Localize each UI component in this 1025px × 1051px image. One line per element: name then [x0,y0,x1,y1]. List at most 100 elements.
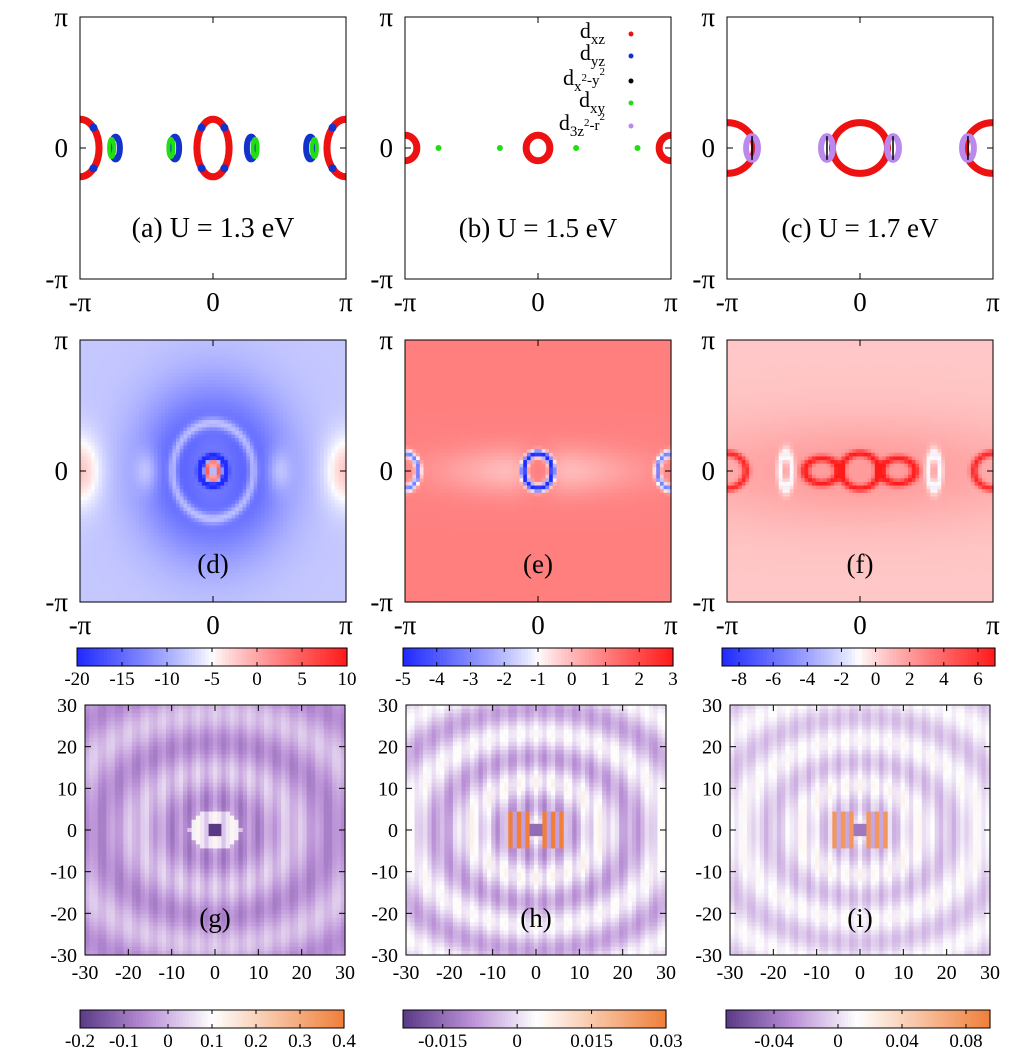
heatmap-cell [217,446,221,450]
heatmap-cell [224,362,228,366]
heatmap-cell [158,373,162,377]
heatmap-cell [302,351,306,355]
heatmap-cell [261,340,265,344]
heatmap-cell [158,391,162,395]
heatmap-cell [287,453,291,457]
heatmap-cell [110,540,114,544]
heatmap-cell [161,511,165,515]
heatmap-cell [316,362,320,366]
heatmap-cell [339,562,343,566]
heatmap-cell [228,511,232,515]
heatmap-cell [191,526,195,530]
heatmap-cell [165,555,169,559]
heatmap-cell [294,493,298,497]
heatmap-cell [187,398,191,402]
heatmap-cell [331,496,335,500]
heatmap-cell [261,347,265,351]
heatmap-cell [316,442,320,446]
heatmap-cell [272,526,276,530]
heatmap-cell [224,344,228,348]
heatmap-cell [172,562,176,566]
heatmap-cell [272,362,276,366]
heatmap-cell [239,478,243,482]
heatmap-cell [124,580,128,584]
heatmap-cell [339,580,343,584]
heatmap-cell [276,467,280,471]
heatmap-cell [280,384,284,388]
heatmap-cell [95,562,99,566]
heatmap-cell [302,537,306,541]
heatmap-cell [102,464,106,468]
heatmap-cell [110,489,114,493]
heatmap-cell [87,504,91,508]
heatmap-cell [183,515,187,519]
heatmap-cell [106,416,110,420]
heatmap-cell [220,365,224,369]
heatmap-cell [328,446,332,450]
heatmap-cell [128,529,132,533]
heatmap-cell [124,482,128,486]
heatmap-cell [154,435,158,439]
heatmap-cell [339,369,343,373]
heatmap-cell [246,384,250,388]
heatmap-cell [124,438,128,442]
heatmap-cell [316,482,320,486]
panel-c-plot [699,123,1020,174]
heatmap-cell [150,584,154,588]
heatmap-cell [165,424,169,428]
heatmap-cell [110,391,114,395]
heatmap-cell [191,365,195,369]
heatmap-cell [217,507,221,511]
heatmap-cell [150,406,154,410]
heatmap-cell [239,522,243,526]
heatmap-cell [139,584,143,588]
heatmap-cell [121,362,125,366]
heatmap-cell [87,376,91,380]
heatmap-cell [231,569,235,573]
heatmap-cell [117,351,121,355]
heatmap-cell [154,467,158,471]
heatmap-cell [268,526,272,530]
heatmap-cell [135,435,139,439]
heatmap-cell [91,526,95,530]
heatmap-cell [280,416,284,420]
heatmap-cell [124,467,128,471]
heatmap-cell [150,456,154,460]
heatmap-cell [150,526,154,530]
heatmap-cell [154,355,158,359]
heatmap-cell [117,489,121,493]
heatmap-cell [121,424,125,428]
heatmap-cell [283,398,287,402]
heatmap-cell [283,540,287,544]
heatmap-cell [113,435,117,439]
heatmap-cell [80,511,84,515]
heatmap-cell [265,355,269,359]
heatmap-cell [113,449,117,453]
heatmap-cell [206,526,210,530]
heatmap-cell [206,482,210,486]
heatmap-cell [298,511,302,515]
heatmap-cell [150,369,154,373]
heatmap-cell [198,380,202,384]
heatmap-cell [87,424,91,428]
heatmap-cell [147,424,151,428]
heatmap-cell [261,449,265,453]
heatmap-cell [213,464,217,468]
heatmap-cell [128,413,132,417]
heatmap-cell [313,460,317,464]
heatmap-cell [124,540,128,544]
heatmap-cell [106,387,110,391]
heatmap-cell [91,489,95,493]
heatmap-cell [287,569,291,573]
heatmap-cell [231,533,235,537]
heatmap-cell [228,365,232,369]
heatmap-cell [324,558,328,562]
heatmap-cell [261,486,265,490]
heatmap-cell [331,449,335,453]
heatmap-cell [139,358,143,362]
heatmap-cell [106,507,110,511]
heatmap-cell [268,486,272,490]
heatmap-cell [331,486,335,490]
heatmap-cell [316,573,320,577]
heatmap-cell [172,406,176,410]
